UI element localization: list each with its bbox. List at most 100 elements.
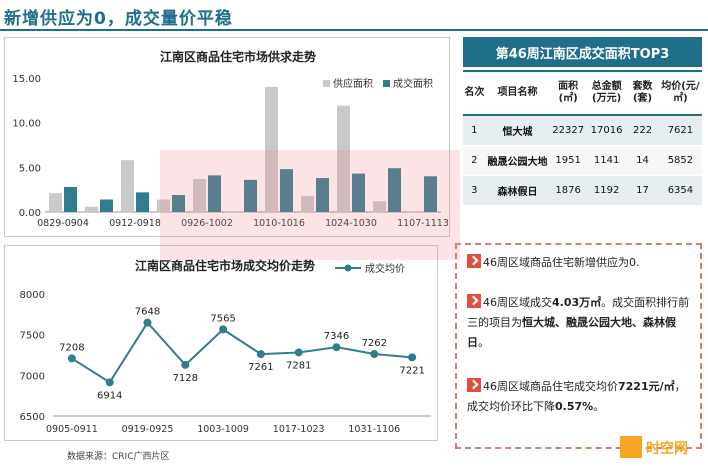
y-tick-label: 8000 bbox=[20, 290, 45, 301]
data-label: 7261 bbox=[248, 362, 273, 373]
bar-supply bbox=[49, 193, 62, 212]
y-tick-label: 7000 bbox=[20, 371, 45, 382]
arrow-icon bbox=[467, 254, 481, 268]
bar-deal bbox=[280, 169, 293, 212]
y-tick-label: 15.00 bbox=[12, 74, 41, 85]
chart-title: 江南区商品住宅市场成交均价走势 bbox=[135, 258, 315, 273]
data-label: 7281 bbox=[286, 360, 311, 371]
logo-mark bbox=[620, 436, 642, 458]
cell-rank: 3 bbox=[471, 185, 478, 196]
header-units: 套数(套) bbox=[632, 81, 653, 104]
note-text: ，成交均价环比下降 bbox=[467, 380, 686, 413]
cell-amount: 1192 bbox=[593, 185, 620, 196]
top3-table: 名次 项目名称 面积(㎡) 总金额(万元) 套数(套) 均价(元/㎡) 1 恒大… bbox=[463, 70, 702, 206]
line-chart: 江南区商品住宅市场成交均价走势 6500 7000 7500 8000 7208 6914 7… bbox=[20, 258, 431, 435]
bar-deal bbox=[208, 175, 221, 212]
x-tick-label: 0926-1002 bbox=[181, 218, 233, 229]
cell-price: 5852 bbox=[667, 155, 694, 166]
bar-deal bbox=[352, 173, 365, 212]
legend-label: 供应面积 bbox=[333, 77, 373, 90]
data-point bbox=[105, 378, 114, 387]
data-label: 7648 bbox=[135, 307, 160, 318]
notes-box: 46周区域商品住宅新增供应为0. 46周区域成交4.03万㎡。成交面积排行前三的… bbox=[455, 243, 702, 449]
note-text: 。 bbox=[478, 336, 489, 349]
data-point bbox=[219, 325, 228, 334]
x-tick-label: 1024-1030 bbox=[325, 218, 377, 229]
bar-chart-panel: 江南区商品住宅市场供求走势 0.00 5.00 10.00 15.00 0829-0904… bbox=[4, 37, 450, 237]
note-text: 。成交面积排行前三的项目为 bbox=[467, 296, 690, 329]
source-note: 数据来源：CRIC广西片区 bbox=[67, 452, 170, 462]
bar-supply bbox=[121, 160, 134, 212]
arrow-icon bbox=[467, 294, 481, 308]
data-point bbox=[143, 318, 152, 327]
arrow-icon bbox=[467, 378, 481, 392]
cell-units: 14 bbox=[636, 155, 649, 166]
cell-units: 222 bbox=[633, 125, 653, 136]
header-project: 项目名称 bbox=[497, 87, 538, 98]
data-point bbox=[332, 343, 341, 352]
cell-amount: 1141 bbox=[593, 155, 620, 166]
bar-supply bbox=[337, 105, 350, 212]
data-label: 7208 bbox=[59, 342, 84, 353]
data-label: 6914 bbox=[97, 390, 122, 401]
cell-rank: 2 bbox=[471, 155, 478, 166]
bar-deal bbox=[388, 168, 401, 212]
table-title: 第46周江南区成交面积TOP3 bbox=[463, 37, 702, 67]
line-chart-panel: 江南区商品住宅市场成交均价走势 6500 7000 7500 8000 7208 6914 7… bbox=[4, 245, 438, 441]
y-tick-label: 10.00 bbox=[12, 119, 41, 130]
bar-deal bbox=[172, 195, 185, 212]
data-point bbox=[67, 354, 76, 363]
note-highlight: 恒大城、融晟公园大地、森林假日 bbox=[467, 316, 676, 349]
bar-supply bbox=[193, 178, 206, 212]
y-tick-label: 7500 bbox=[20, 331, 45, 342]
x-tick-label: 1010-1016 bbox=[253, 218, 305, 229]
table-row: 2 融晟公园大地 1951 1141 14 5852 bbox=[463, 145, 702, 176]
logo: 时空网 bbox=[620, 436, 688, 458]
data-point bbox=[294, 348, 303, 357]
data-point bbox=[256, 350, 265, 359]
legend-marker bbox=[344, 264, 352, 272]
title-rule bbox=[0, 29, 708, 31]
x-tick-label: 0905-0911 bbox=[46, 424, 98, 435]
cell-area: 22327 bbox=[552, 125, 585, 136]
bar-supply bbox=[373, 201, 386, 212]
x-tick-label: 0912-0918 bbox=[109, 218, 161, 229]
header-area: 面积(㎡) bbox=[558, 81, 579, 104]
legend-swatch bbox=[323, 80, 330, 87]
header-bar: 新增供应为0，成交量价平稳 bbox=[0, 0, 708, 31]
header-price: 均价(元/㎡) bbox=[661, 81, 700, 104]
cell-project: 恒大城 bbox=[502, 127, 533, 138]
data-label: 7221 bbox=[399, 365, 424, 376]
bar-supply bbox=[265, 86, 278, 212]
cell-price: 7621 bbox=[667, 125, 694, 136]
cell-area: 1876 bbox=[555, 185, 581, 196]
note-highlight: 0.57% bbox=[555, 400, 594, 413]
chart-title: 江南区商品住宅市场供求走势 bbox=[160, 49, 316, 64]
data-label: 7565 bbox=[210, 313, 235, 324]
y-tick-label: 5.00 bbox=[19, 163, 41, 174]
note-highlight: 7221元/㎡ bbox=[618, 380, 675, 393]
table-row: 3 森林假日 1876 1192 17 6354 bbox=[463, 175, 702, 206]
data-point bbox=[408, 353, 417, 362]
header-amount: 总金额(万元) bbox=[591, 81, 622, 104]
bar-deal bbox=[316, 178, 329, 212]
table-row: 1 恒大城 22327 17016 222 7621 bbox=[463, 115, 702, 146]
logo-text: 时空网 bbox=[646, 440, 688, 457]
data-label: 7262 bbox=[362, 338, 387, 349]
data-label: 7128 bbox=[173, 373, 198, 384]
note-text: 46周区域商品住宅新增供应为0. bbox=[483, 256, 640, 269]
x-tick-label: 1017-1023 bbox=[273, 424, 325, 435]
legend-label: 成交面积 bbox=[393, 77, 433, 90]
x-tick-label: 1107-1113 bbox=[397, 218, 449, 229]
y-tick-label: 0.00 bbox=[19, 208, 41, 219]
bar-chart: 江南区商品住宅市场供求走势 0.00 5.00 10.00 15.00 0829-0904… bbox=[12, 49, 449, 229]
bar-deal bbox=[136, 192, 149, 212]
y-tick-label: 6500 bbox=[20, 412, 45, 423]
table-header-row: 名次 项目名称 面积(㎡) 总金额(万元) 套数(套) 均价(元/㎡) bbox=[463, 71, 702, 115]
bar-deal bbox=[244, 179, 257, 212]
data-point bbox=[370, 350, 379, 359]
bar-deal bbox=[424, 176, 437, 212]
note-price: 46周区域商品住宅成交均价7221元/㎡，成交均价环比下降0.57%。 bbox=[467, 377, 695, 417]
bar-deal bbox=[64, 186, 77, 212]
note-text: 46周区域商品住宅成交均价 bbox=[483, 380, 618, 393]
